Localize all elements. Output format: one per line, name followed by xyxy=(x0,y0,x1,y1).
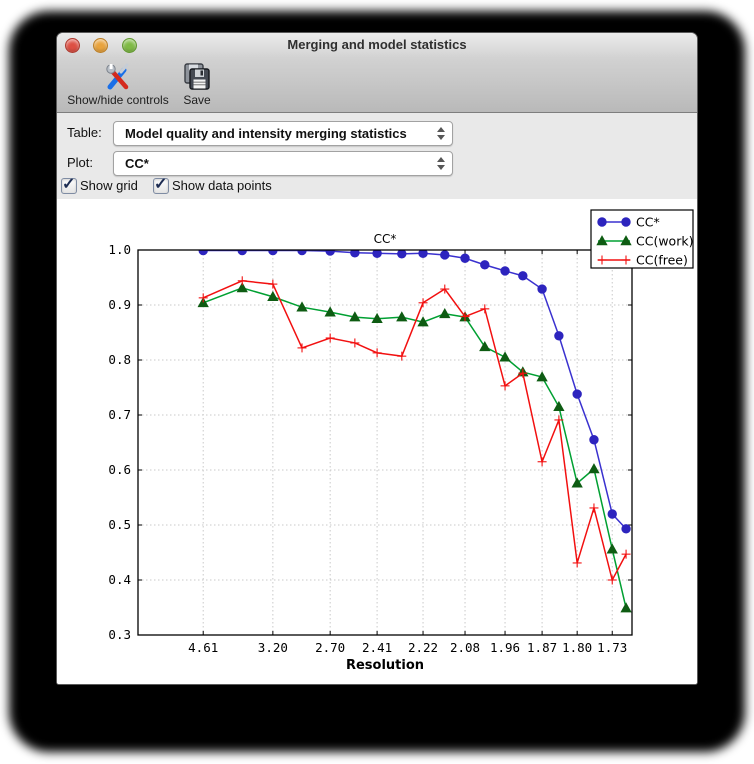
svg-text:1.87: 1.87 xyxy=(527,640,557,655)
checkmark-icon: ✓ xyxy=(154,176,168,193)
show-data-points-checkbox[interactable]: ✓ xyxy=(153,176,169,194)
checkmark-icon: ✓ xyxy=(62,176,76,193)
title-bar[interactable]: Merging and model statistics xyxy=(57,33,697,58)
chart-area: 1.0 0.9 0.8 0.7 0.6 0.5 0.4 0.3 4.61 3.20 2.70 2.41… xyxy=(57,199,697,684)
plot-label: Plot: xyxy=(67,155,94,170)
tools-icon xyxy=(106,63,129,90)
svg-text:0.5: 0.5 xyxy=(108,517,131,532)
svg-text:1.0: 1.0 xyxy=(108,242,131,257)
stepper-arrows-icon xyxy=(436,125,446,142)
plot-select[interactable]: CC* xyxy=(113,151,453,176)
svg-text:CC(free): CC(free) xyxy=(636,253,688,268)
svg-text:CC*: CC* xyxy=(374,232,397,246)
table-select-value: Model quality and intensity merging stat… xyxy=(125,126,407,141)
svg-text:1.73: 1.73 xyxy=(597,640,627,655)
controls-panel: Table: Model quality and intensity mergi… xyxy=(57,113,697,199)
minimize-button[interactable] xyxy=(93,38,109,53)
show-data-points-label: Show data points xyxy=(172,178,272,193)
show-grid-checkbox[interactable]: ✓ xyxy=(61,176,77,194)
plot-row: Plot: CC* xyxy=(57,151,697,176)
svg-text:2.70: 2.70 xyxy=(315,640,345,655)
traffic-lights xyxy=(65,38,146,58)
stepper-arrows-icon xyxy=(436,155,446,172)
show-grid-label: Show grid xyxy=(80,178,138,193)
toolbar: Show/hide controls Save xyxy=(57,58,697,113)
plot-select-value: CC* xyxy=(125,156,149,171)
svg-text:2.41: 2.41 xyxy=(362,640,392,655)
svg-text:0.7: 0.7 xyxy=(108,407,131,422)
svg-text:1.96: 1.96 xyxy=(490,640,520,655)
window-title: Merging and model statistics xyxy=(287,37,467,52)
table-label: Table: xyxy=(67,125,102,140)
svg-text:CC*: CC* xyxy=(636,215,660,230)
app-window: Merging and model statistics Show/hide c… xyxy=(57,33,697,684)
table-select[interactable]: Model quality and intensity merging stat… xyxy=(113,121,453,146)
svg-text:2.22: 2.22 xyxy=(408,640,438,655)
svg-text:1.80: 1.80 xyxy=(562,640,592,655)
svg-text:0.3: 0.3 xyxy=(108,627,131,642)
save-icon xyxy=(184,63,210,90)
svg-text:0.8: 0.8 xyxy=(108,352,131,367)
svg-text:0.6: 0.6 xyxy=(108,462,131,477)
show-hide-controls-button[interactable]: Show/hide controls xyxy=(63,60,173,110)
svg-text:0.4: 0.4 xyxy=(108,572,131,587)
svg-text:CC(work): CC(work) xyxy=(636,234,693,249)
close-button[interactable] xyxy=(65,38,80,53)
checkbox-row: ✓ Show grid ✓ Show data points xyxy=(57,176,697,197)
svg-text:Resolution: Resolution xyxy=(346,658,424,673)
table-row: Table: Model quality and intensity mergi… xyxy=(57,121,697,146)
toolbar-button-label: Show/hide controls xyxy=(67,93,169,107)
svg-text:3.20: 3.20 xyxy=(258,640,288,655)
zoom-button[interactable] xyxy=(121,38,137,53)
svg-text:0.9: 0.9 xyxy=(108,297,131,312)
svg-text:4.61: 4.61 xyxy=(188,640,218,655)
toolbar-button-label: Save xyxy=(183,93,211,107)
svg-text:2.08: 2.08 xyxy=(450,640,480,655)
statistics-plot: 1.0 0.9 0.8 0.7 0.6 0.5 0.4 0.3 4.61 3.20 2.70 2.41… xyxy=(108,209,694,673)
save-button[interactable]: Save xyxy=(177,60,217,110)
